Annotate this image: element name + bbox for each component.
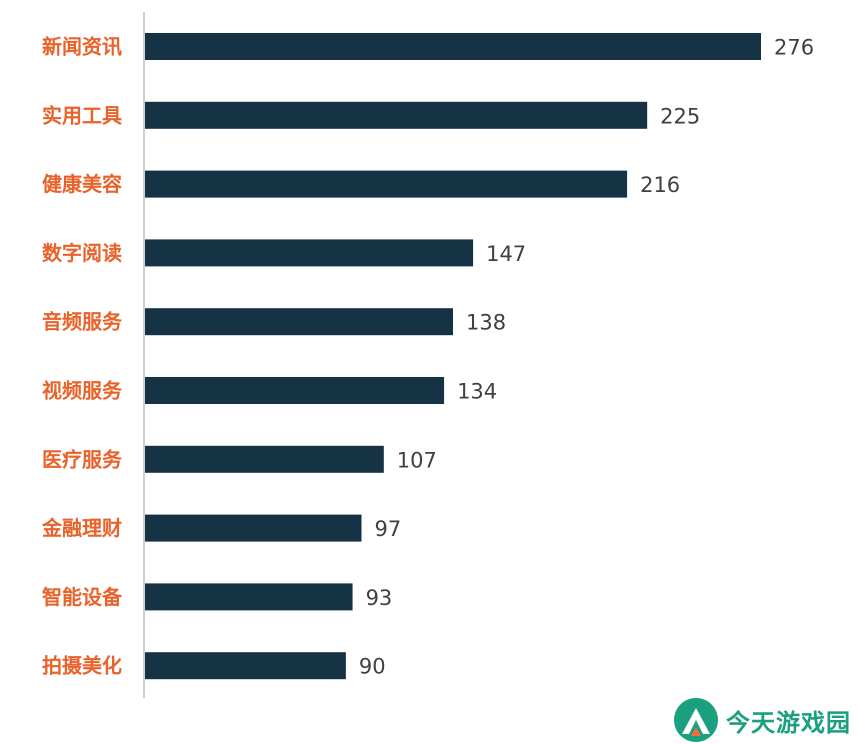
value-label: 276 <box>774 36 814 60</box>
category-label: 医疗服务 <box>42 447 123 471</box>
watermark-text: 今天游戏园 <box>726 708 851 737</box>
value-label: 134 <box>457 380 497 404</box>
bar-3 <box>145 239 474 267</box>
value-label: 90 <box>359 655 386 679</box>
category-label: 音频服务 <box>42 310 123 334</box>
watermark: 今天游戏园 <box>672 696 851 744</box>
bar-9 <box>145 652 346 680</box>
value-label: 107 <box>397 448 437 472</box>
bar-1 <box>145 101 648 129</box>
bar-7 <box>145 514 362 542</box>
bar-4 <box>145 308 453 336</box>
bar-2 <box>145 170 628 198</box>
category-label: 金融理财 <box>41 516 122 540</box>
value-label: 225 <box>660 104 700 128</box>
category-label: 实用工具 <box>42 103 122 127</box>
bar-6 <box>145 445 384 473</box>
value-label: 138 <box>466 311 506 335</box>
value-label: 147 <box>486 242 526 266</box>
bar-8 <box>145 583 353 611</box>
category-label: 数字阅读 <box>42 241 122 265</box>
value-labels-group: 276 225 216 147 138 134 107 97 93 90 <box>359 36 814 679</box>
value-label: 97 <box>374 517 401 541</box>
bars-group <box>145 33 761 680</box>
value-label: 93 <box>366 586 393 610</box>
bar-5 <box>145 377 445 404</box>
value-label: 216 <box>640 173 680 197</box>
category-label: 视频服务 <box>42 379 123 403</box>
category-label: 拍摄美化 <box>42 654 122 678</box>
category-label: 智能设备 <box>42 585 123 609</box>
category-label: 新闻资讯 <box>42 35 122 59</box>
mountain-logo-icon <box>674 698 718 742</box>
category-label: 健康美容 <box>42 172 122 196</box>
bar-0 <box>145 33 761 60</box>
